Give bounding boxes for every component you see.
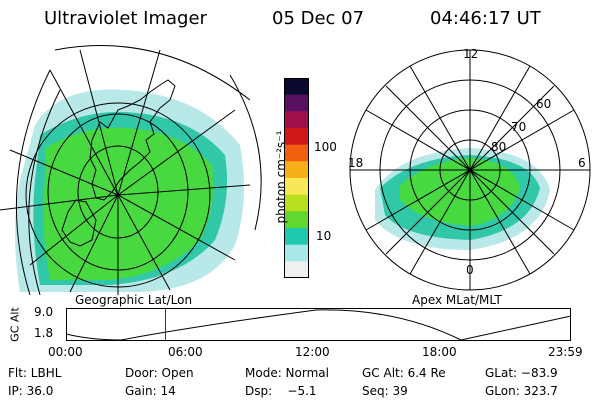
aurora-bright-region	[43, 127, 214, 281]
mlt-spokes	[350, 50, 590, 290]
status-glon: GLon: 323.7	[485, 384, 558, 398]
colorbar-band	[284, 111, 309, 129]
geographic-map	[0, 45, 262, 296]
mlt-label-6: 6	[578, 156, 586, 170]
status-seq: Seq: 39	[362, 384, 408, 398]
altitude-xtick-0: 00:00	[48, 345, 83, 359]
colorbar-band	[284, 161, 309, 179]
grid-arcs	[15, 45, 262, 296]
status-gc-alt: GC Alt: 6.4 Re	[362, 366, 446, 380]
altitude-plot	[66, 308, 572, 341]
status-door: Door: Open	[125, 366, 194, 380]
lat-label-80: 80	[491, 140, 507, 154]
altitude-xtick-3: 18:00	[422, 345, 457, 359]
status-mode: Mode: Normal	[245, 366, 329, 380]
status-dsp: Dsp: −5.1	[245, 384, 317, 398]
right-projection-label: Apex MLat/MLT	[412, 293, 502, 307]
left-projection-label: Geographic Lat/Lon	[75, 293, 193, 307]
mlt-label-18: 18	[348, 156, 364, 170]
altitude-xtick-4: 23:59	[548, 345, 583, 359]
colorbar-band	[284, 244, 309, 262]
colorbar-band	[284, 211, 309, 229]
colorbar-band	[284, 194, 309, 212]
altitude-xtick-2: 12:00	[295, 345, 330, 359]
time-label: 04:46:17 UT	[430, 8, 541, 29]
colorbar-band	[284, 128, 309, 146]
meridians	[0, 49, 251, 295]
colorbar-tick-10: 10	[316, 229, 332, 243]
mlt-label-0: 0	[466, 263, 474, 277]
altitude-ytick-9: 9.0	[34, 305, 54, 319]
status-glat: GLat: −83.9	[485, 366, 558, 380]
colorbar-band	[284, 261, 309, 278]
colorbar-tick-100: 100	[314, 140, 337, 154]
lat-label-70: 70	[511, 120, 527, 134]
colorbar-band	[284, 228, 309, 246]
polar-plot	[349, 49, 591, 291]
colorbar-unit-label: photon cm⁻²s⁻¹	[274, 130, 288, 224]
colorbar-band	[284, 94, 309, 112]
altitude-ylabel: GC Alt	[8, 307, 22, 342]
coastline	[89, 79, 176, 201]
status-filter: Flt: LBHL	[8, 366, 62, 380]
altitude-curve	[66, 309, 572, 341]
lat-label-60: 60	[536, 97, 552, 111]
app-title: Ultraviolet Imager	[44, 8, 207, 29]
status-gain: Gain: 14	[125, 384, 176, 398]
colorbar-band	[284, 178, 309, 196]
mlt-label-12: 12	[463, 47, 479, 61]
altitude-ytick-1-8: 1.8	[34, 326, 54, 340]
colorbar	[284, 78, 309, 278]
status-ip: IP: 36.0	[8, 384, 54, 398]
colorbar-band	[284, 144, 309, 162]
date-label: 05 Dec 07	[272, 8, 365, 29]
coastline-detail	[61, 199, 97, 247]
altitude-xtick-1: 06:00	[168, 345, 203, 359]
polar-aurora-bright	[400, 158, 520, 226]
colorbar-band	[284, 78, 309, 96]
